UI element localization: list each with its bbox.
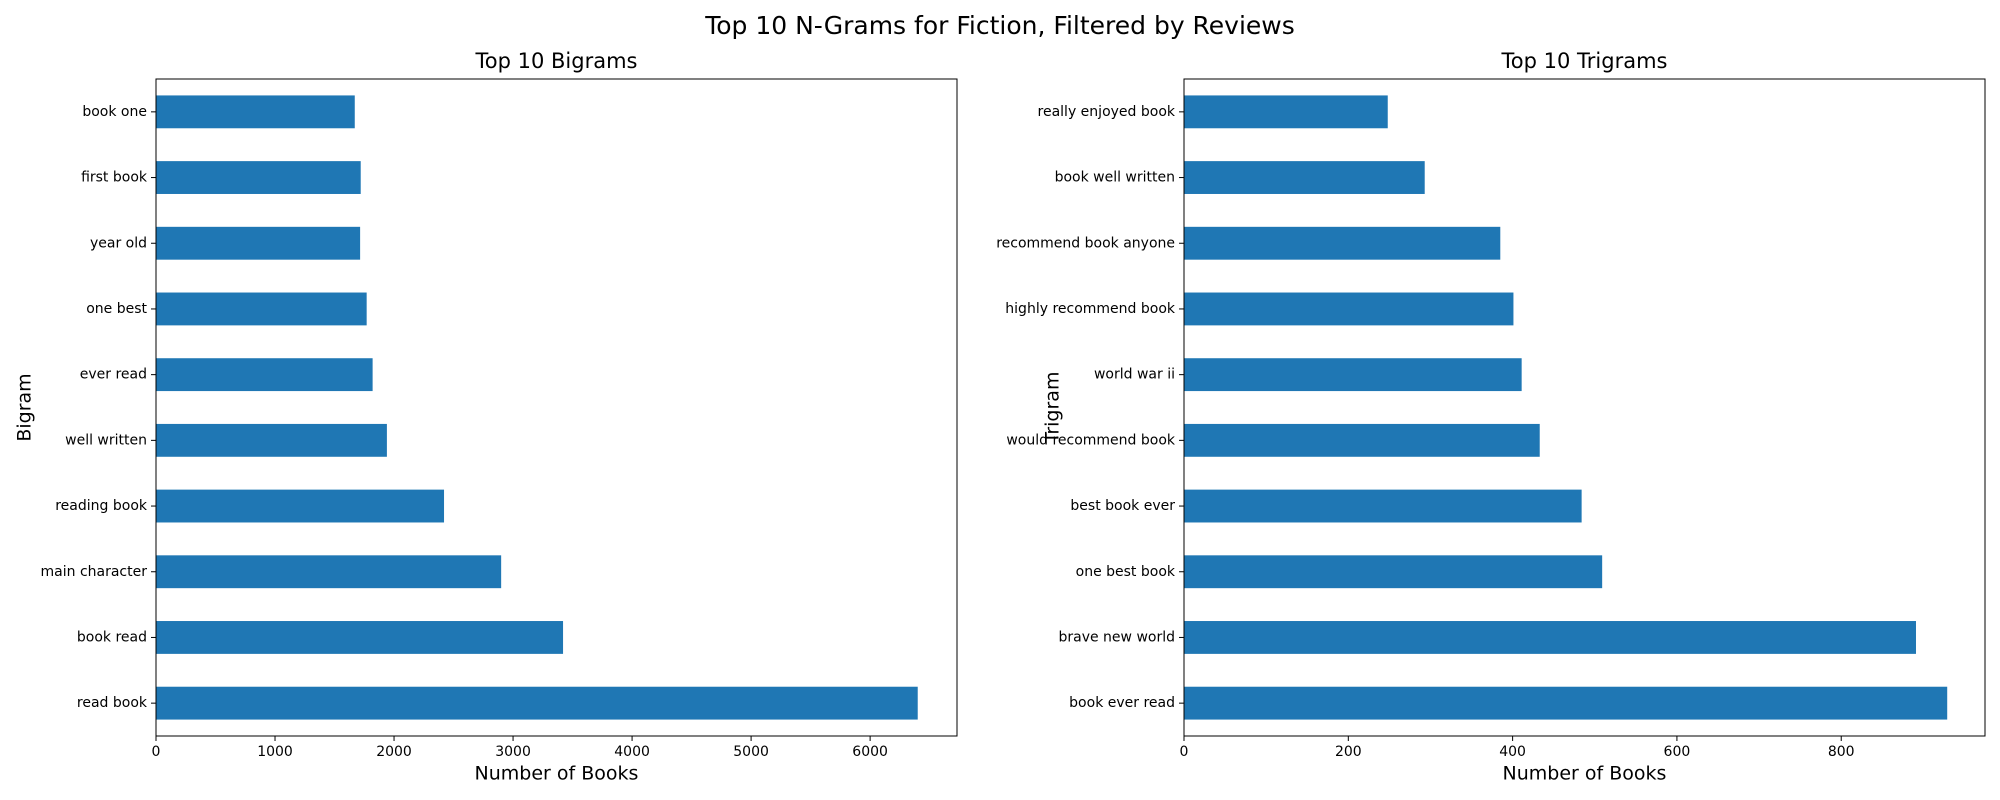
axes-title: Top 10 Bigrams [475,49,638,73]
axes-frame [1183,78,1986,737]
x-tick-label: 0 [152,744,161,760]
x-tick-label: 800 [1828,744,1855,760]
bar [1184,95,1388,129]
y-tick-label: book well written [1055,170,1175,186]
y-axis-label: Bigram [14,373,36,441]
bar [156,686,918,720]
y-tick-label: would recommend book [1006,432,1176,448]
y-tick-label: ever read [80,367,147,383]
x-axis-label: Number of Books [1503,763,1667,785]
y-tick-label: read book [77,695,148,711]
bar [1184,555,1603,589]
x-axis-label: Number of Books [475,763,639,785]
y-tick-label: year old [90,235,147,251]
bar [156,621,564,654]
y-axis-label: Trigram [1042,372,1064,445]
bar [1184,358,1522,392]
y-tick-label: book one [82,104,147,120]
y-tick-label: one best [86,301,147,317]
y-tick-label: well written [65,432,147,448]
bar [156,423,387,457]
x-tick-label: 400 [1499,744,1526,760]
bar [1184,423,1540,457]
bar [156,555,502,589]
bar [156,489,445,523]
y-tick-label: one best book [1076,564,1176,580]
y-tick-label: really enjoyed book [1038,104,1176,120]
x-tick-label: 1000 [257,744,293,760]
bar [1184,292,1514,326]
x-tick-label: 3000 [495,744,531,760]
y-tick-label: reading book [55,498,148,514]
bar [156,161,361,194]
figure-title: Top 10 N-Grams for Fiction, Filtered by … [704,11,1295,40]
bar [156,358,373,392]
bar [1184,226,1501,260]
bar [1184,489,1582,523]
bar [156,292,367,326]
x-tick-label: 4000 [614,744,650,760]
bar [156,95,355,129]
y-tick-label: recommend book anyone [996,235,1175,251]
y-tick-label: brave new world [1058,629,1175,645]
bar [1184,686,1948,720]
y-tick-label: highly recommend book [1005,301,1176,317]
x-tick-label: 5000 [733,744,769,760]
bar [1184,621,1916,654]
axes-title: Top 10 Trigrams [1501,49,1668,73]
x-tick-label: 600 [1664,744,1691,760]
y-tick-label: main character [41,564,148,580]
y-tick-label: book read [77,629,147,645]
y-tick-label: best book ever [1070,498,1175,514]
y-tick-label: world war ii [1094,367,1175,383]
bar [1184,161,1425,194]
x-tick-label: 0 [1180,744,1189,760]
x-tick-label: 200 [1335,744,1362,760]
bar [156,226,361,260]
y-tick-label: book ever read [1069,695,1175,711]
x-tick-label: 6000 [852,744,888,760]
axes-frame [155,78,958,737]
y-tick-label: first book [81,170,148,186]
x-tick-label: 2000 [376,744,412,760]
